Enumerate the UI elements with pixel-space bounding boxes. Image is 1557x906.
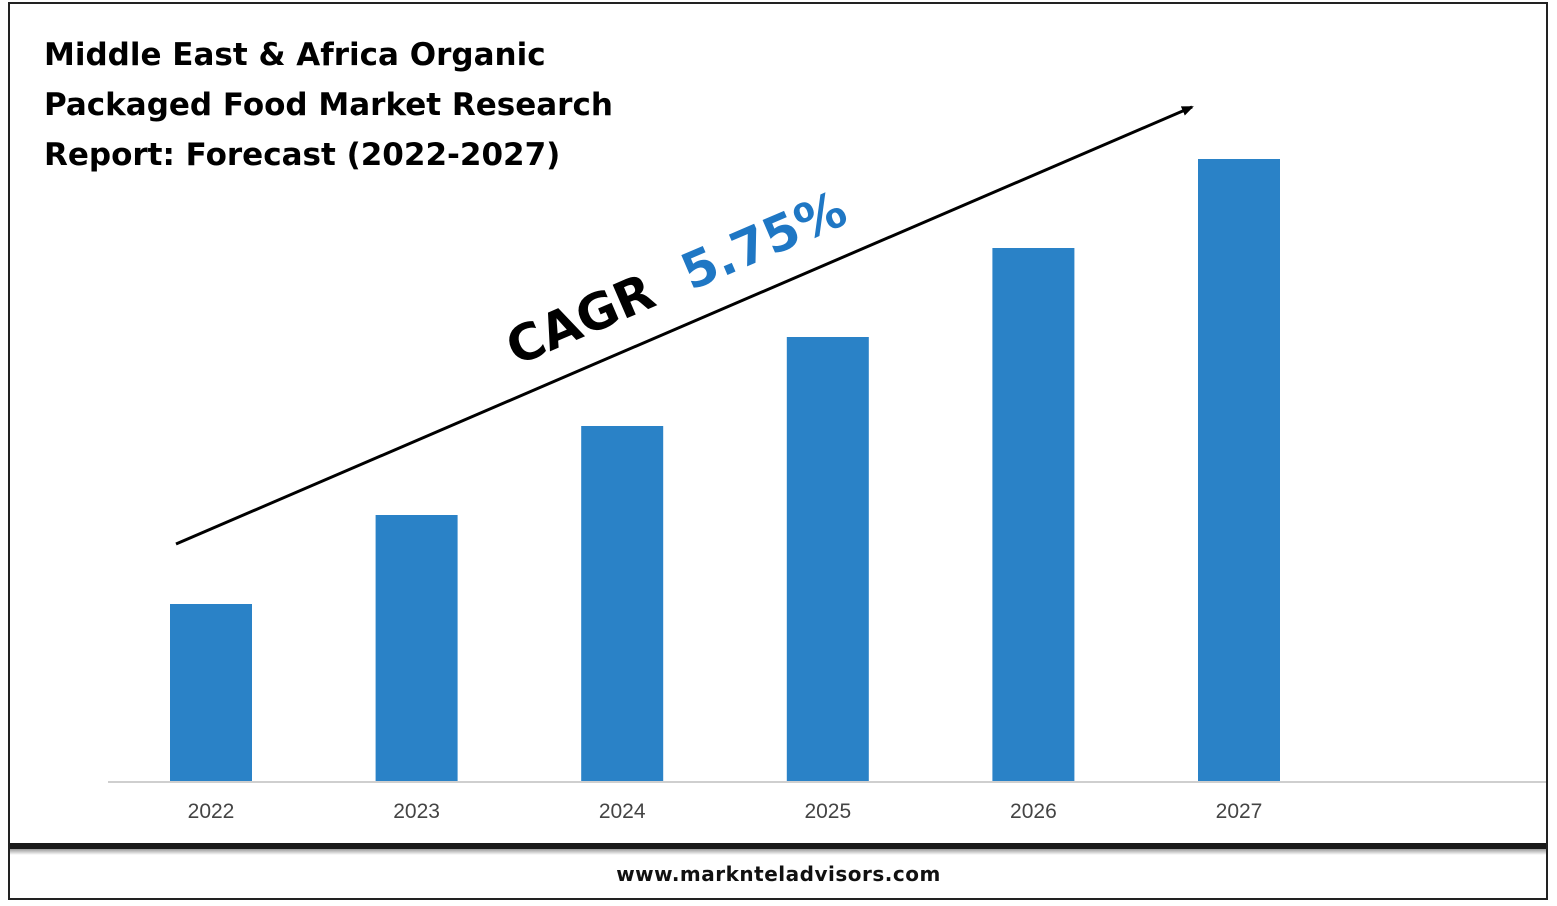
bars-group xyxy=(170,159,1280,782)
cagr-value: 5.75% xyxy=(673,180,855,302)
x-tick-label-2026: 2026 xyxy=(1010,800,1057,823)
chart-frame xyxy=(8,2,1548,900)
footer-website: www.marknteladvisors.com xyxy=(616,862,941,886)
bar-2026 xyxy=(992,248,1075,782)
bar-2022 xyxy=(170,604,252,782)
x-tick-labels: 2022 2023 2024 2025 2026 2027 xyxy=(188,800,1263,823)
bar-2025 xyxy=(786,337,869,782)
chart-title: Middle East & Africa Organic Packaged Fo… xyxy=(44,37,613,173)
cagr-arrow xyxy=(175,105,1194,546)
x-tick-label-2023: 2023 xyxy=(393,800,440,823)
bar-2023 xyxy=(375,515,458,782)
x-tick-label-2022: 2022 xyxy=(188,800,235,823)
footer-divider-shadow xyxy=(10,849,1546,855)
cagr-arrow-line xyxy=(175,105,1194,546)
x-tick-label-2025: 2025 xyxy=(804,800,851,823)
x-tick-label-2024: 2024 xyxy=(599,800,646,823)
bar-2024 xyxy=(581,426,664,782)
cagr-label: CAGR xyxy=(498,262,663,377)
x-tick-label-2027: 2027 xyxy=(1216,800,1263,823)
footer-divider xyxy=(10,843,1546,849)
bar-2027 xyxy=(1198,159,1280,782)
